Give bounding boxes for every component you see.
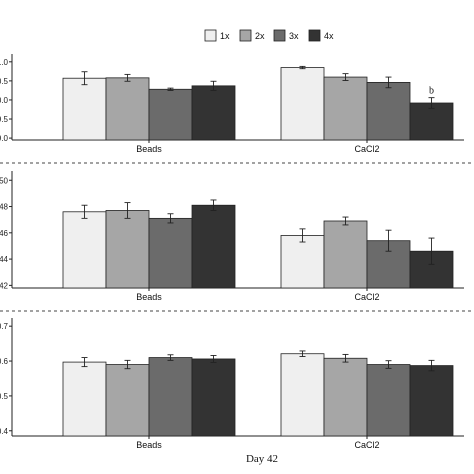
bar — [323, 357, 368, 437]
bar — [105, 364, 150, 437]
x-tick-label: Beads — [136, 292, 162, 302]
y-tick-label: 9.5 — [0, 115, 9, 124]
y-tick-label: 10.0 — [0, 96, 9, 105]
y-tick-label: 44 — [0, 255, 9, 264]
legend-label: 4x — [324, 31, 334, 41]
bar — [366, 82, 411, 141]
chart-panel-1: 9.0 9.5 10.0 10.5 11.0 Beads CaCl2 b — [0, 54, 464, 154]
y-tick-label: 50 — [0, 176, 9, 185]
y-tick-label: 42 — [0, 281, 9, 290]
x-tick-label: CaCl2 — [354, 292, 379, 302]
bar — [105, 77, 150, 141]
bar — [62, 361, 107, 437]
chart-panel-3: 0.4 0.5 0.6 0.7 Beads CaCl2 — [0, 318, 464, 450]
bar — [62, 77, 107, 141]
chart-panels: 9.0 9.5 10.0 10.5 11.0 Beads CaCl2 b 42 44 46 48 50 B… — [0, 54, 464, 450]
bar — [280, 235, 325, 289]
x-tick-label: Beads — [136, 440, 162, 450]
y-tick-label: 0.4 — [0, 427, 9, 436]
chart-panel-2: 42 44 46 48 50 Beads CaCl2 — [0, 171, 464, 302]
y-tick-label: 10.5 — [0, 77, 9, 86]
bar — [280, 353, 325, 437]
y-tick-label: 9.0 — [0, 134, 9, 143]
bar — [148, 217, 193, 289]
x-tick-label: CaCl2 — [354, 440, 379, 450]
legend-swatch — [273, 29, 286, 42]
bar — [323, 76, 368, 141]
bar — [191, 358, 236, 437]
bar — [409, 102, 454, 141]
legend-label: 1x — [220, 31, 230, 41]
significance-label: b — [429, 86, 434, 97]
bar — [62, 211, 107, 289]
legend-label: 3x — [289, 31, 299, 41]
y-tick-label: 11.0 — [0, 58, 9, 67]
x-tick-label: Beads — [136, 144, 162, 154]
legend-swatch — [204, 29, 217, 42]
legend: 1x 2x 3x 4x — [204, 29, 334, 42]
legend-label: 2x — [255, 31, 265, 41]
bar — [366, 364, 411, 437]
bar — [105, 210, 150, 289]
bar — [191, 85, 236, 141]
x-tick-label: CaCl2 — [354, 144, 379, 154]
bar — [148, 88, 193, 141]
bar — [323, 220, 368, 289]
bar — [148, 357, 193, 437]
y-tick-label: 0.6 — [0, 357, 9, 366]
bar — [280, 67, 325, 141]
y-tick-label: 0.7 — [0, 322, 9, 331]
bar — [409, 365, 454, 437]
x-axis-title: Day 42 — [246, 453, 278, 465]
y-tick-label: 46 — [0, 229, 9, 238]
legend-swatch — [239, 29, 252, 42]
legend-swatch — [308, 29, 321, 42]
y-tick-label: 0.5 — [0, 392, 9, 401]
bar — [191, 204, 236, 289]
y-tick-label: 48 — [0, 203, 9, 212]
